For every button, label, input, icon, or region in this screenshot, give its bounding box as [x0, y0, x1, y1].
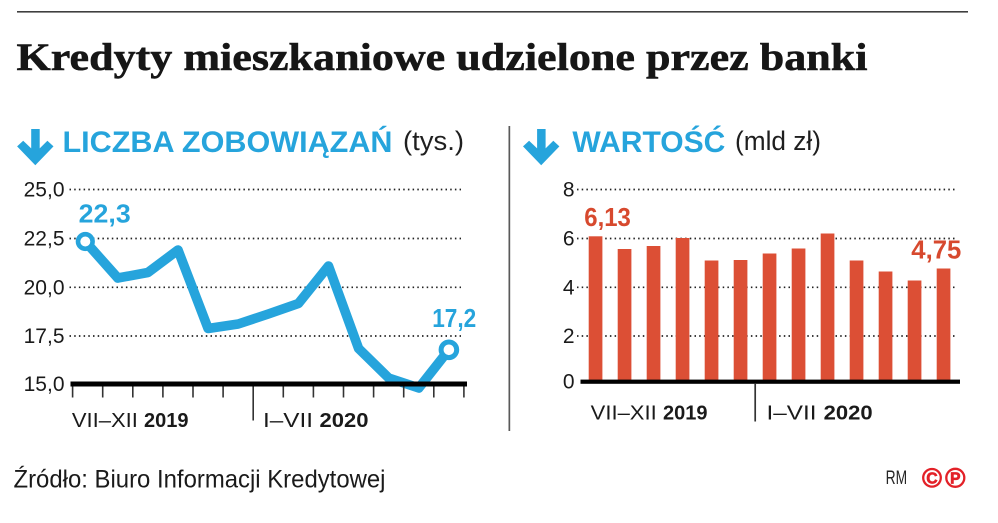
svg-text:15,0: 15,0: [24, 373, 65, 396]
svg-text:2020: 2020: [824, 401, 873, 424]
svg-text:I–VII: I–VII: [767, 401, 817, 424]
svg-text:22,5: 22,5: [24, 228, 65, 251]
svg-text:I–VII: I–VII: [263, 409, 313, 432]
svg-text:VII–XII: VII–XII: [591, 401, 657, 424]
svg-text:Kredyty mieszkaniowe udzielone: Kredyty mieszkaniowe udzielone przez ban…: [17, 35, 868, 79]
svg-text:WARTOŚĆ: WARTOŚĆ: [572, 125, 725, 159]
svg-text:RM: RM: [886, 468, 908, 489]
svg-text:P: P: [950, 471, 960, 488]
svg-text:2: 2: [563, 325, 575, 348]
svg-text:6,13: 6,13: [584, 202, 631, 232]
svg-text:(tys.): (tys.): [403, 126, 464, 156]
svg-text:2019: 2019: [663, 401, 708, 424]
svg-text:20,0: 20,0: [24, 276, 65, 299]
svg-text:0: 0: [563, 371, 575, 394]
svg-text:22,3: 22,3: [79, 199, 131, 229]
svg-text:8: 8: [563, 179, 575, 202]
svg-text:25,0: 25,0: [24, 179, 65, 202]
svg-text:17,5: 17,5: [24, 325, 65, 348]
svg-text:C: C: [926, 471, 937, 488]
svg-text:4: 4: [563, 276, 575, 299]
svg-text:VII–XII: VII–XII: [72, 409, 138, 432]
svg-text:Źródło: Biuro Informacji Kredy: Źródło: Biuro Informacji Kredytowej: [14, 465, 386, 494]
svg-text:4,75: 4,75: [911, 235, 961, 265]
svg-text:17,2: 17,2: [432, 303, 476, 333]
svg-text:2020: 2020: [320, 409, 369, 432]
svg-text:LICZBA ZOBOWIĄZAŃ: LICZBA ZOBOWIĄZAŃ: [63, 125, 393, 159]
svg-text:2019: 2019: [144, 409, 189, 432]
svg-text:(mld zł): (mld zł): [735, 126, 821, 156]
svg-text:6: 6: [563, 228, 575, 251]
